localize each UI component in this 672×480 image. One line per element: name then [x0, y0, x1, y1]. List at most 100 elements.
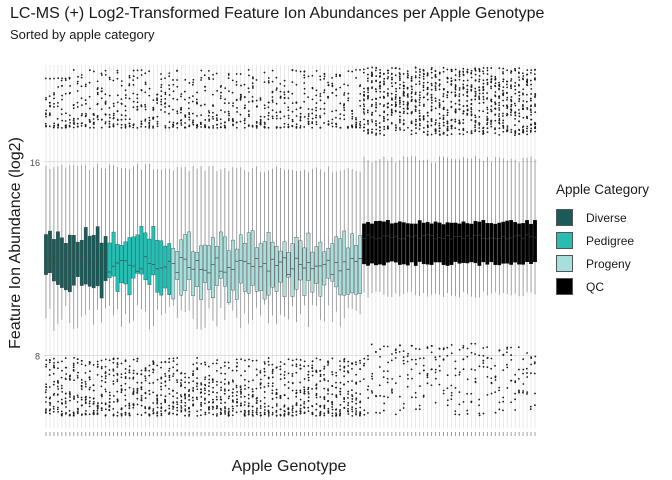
outlier-point	[450, 127, 453, 130]
outlier-point	[442, 95, 445, 98]
outlier-point	[136, 389, 139, 392]
outlier-point	[180, 407, 183, 409]
outlier-point	[426, 374, 429, 377]
outlier-point	[454, 87, 457, 89]
outlier-point	[223, 383, 226, 385]
outlier-point	[168, 84, 170, 87]
box	[437, 222, 442, 263]
outlier-point	[73, 397, 75, 399]
outlier-point	[73, 356, 75, 359]
outlier-point	[191, 100, 194, 103]
outlier-point	[490, 67, 493, 69]
outlier-point	[196, 414, 199, 417]
outlier-point	[462, 358, 465, 361]
outlier-point	[140, 394, 143, 397]
outlier-point	[164, 375, 167, 378]
outlier-point	[240, 84, 242, 87]
outlier-point	[399, 101, 401, 104]
outlier-point	[196, 125, 199, 128]
outlier-point	[180, 106, 183, 109]
outlier-point	[466, 88, 469, 91]
outlier-point	[236, 398, 238, 401]
outlier-point	[271, 69, 274, 72]
outlier-point	[45, 96, 47, 99]
outlier-point	[120, 123, 123, 126]
outlier-point	[367, 123, 370, 125]
outlier-point	[470, 132, 473, 134]
outlier-point	[355, 126, 357, 129]
outlier-point	[450, 68, 453, 71]
outlier-point	[478, 116, 481, 118]
box	[350, 233, 354, 294]
outlier-point	[371, 98, 374, 101]
outlier-point	[394, 96, 397, 99]
outlier-point	[80, 385, 83, 388]
outlier-point	[208, 390, 210, 392]
outlier-point	[45, 388, 47, 391]
outlier-point	[323, 412, 326, 415]
outlier-point	[132, 75, 135, 78]
outlier-point	[494, 95, 497, 98]
outlier-point	[45, 363, 48, 366]
outlier-point	[45, 125, 47, 128]
outlier-point	[378, 384, 381, 387]
outlier-point	[132, 369, 135, 372]
outlier-point	[104, 365, 107, 368]
outlier-point	[371, 391, 374, 394]
outlier-point	[136, 69, 139, 72]
outlier-point	[267, 409, 270, 412]
outlier-point	[474, 69, 477, 72]
outlier-point	[188, 118, 191, 121]
outlier-point	[227, 119, 230, 122]
outlier-point	[279, 83, 282, 85]
outlier-point	[506, 104, 508, 107]
box	[481, 220, 486, 263]
outlier-point	[295, 389, 298, 392]
outlier-point	[454, 118, 457, 121]
outlier-point	[49, 101, 51, 104]
outlier-point	[299, 359, 302, 361]
outlier-point	[506, 127, 509, 129]
outlier-point	[291, 92, 294, 95]
outlier-point	[363, 409, 366, 412]
outlier-point	[323, 407, 326, 410]
outlier-point	[180, 395, 183, 398]
box	[501, 221, 506, 264]
outlier-point	[61, 98, 63, 101]
outlier-point	[426, 92, 429, 95]
outlier-point	[172, 357, 175, 360]
outlier-point	[299, 364, 302, 366]
outlier-point	[382, 376, 385, 379]
outlier-point	[224, 413, 227, 415]
outlier-point	[247, 410, 250, 413]
outlier-point	[164, 97, 167, 100]
box	[302, 247, 307, 296]
outlier-point	[530, 123, 532, 126]
outlier-point	[522, 75, 525, 77]
outlier-point	[61, 84, 63, 87]
outlier-point	[482, 67, 485, 69]
outlier-point	[390, 97, 393, 100]
outlier-point	[235, 384, 238, 387]
outlier-point	[275, 391, 278, 394]
outlier-point	[80, 396, 83, 399]
outlier-point	[386, 77, 389, 80]
outlier-point	[164, 384, 167, 387]
outlier-point	[398, 87, 401, 90]
outlier-point	[526, 73, 529, 76]
outlier-point	[347, 365, 350, 367]
outlier-point	[411, 377, 413, 380]
outlier-point	[140, 386, 143, 389]
outlier-point	[526, 127, 528, 130]
outlier-point	[362, 71, 365, 74]
outlier-point	[279, 378, 282, 381]
outlier-point	[347, 397, 349, 399]
outlier-point	[351, 410, 354, 413]
outlier-point	[402, 73, 405, 75]
outlier-point	[104, 403, 107, 406]
outlier-point	[526, 352, 528, 354]
outlier-point	[422, 103, 425, 106]
box	[131, 236, 136, 279]
outlier-point	[514, 85, 516, 87]
outlier-point	[343, 370, 346, 373]
